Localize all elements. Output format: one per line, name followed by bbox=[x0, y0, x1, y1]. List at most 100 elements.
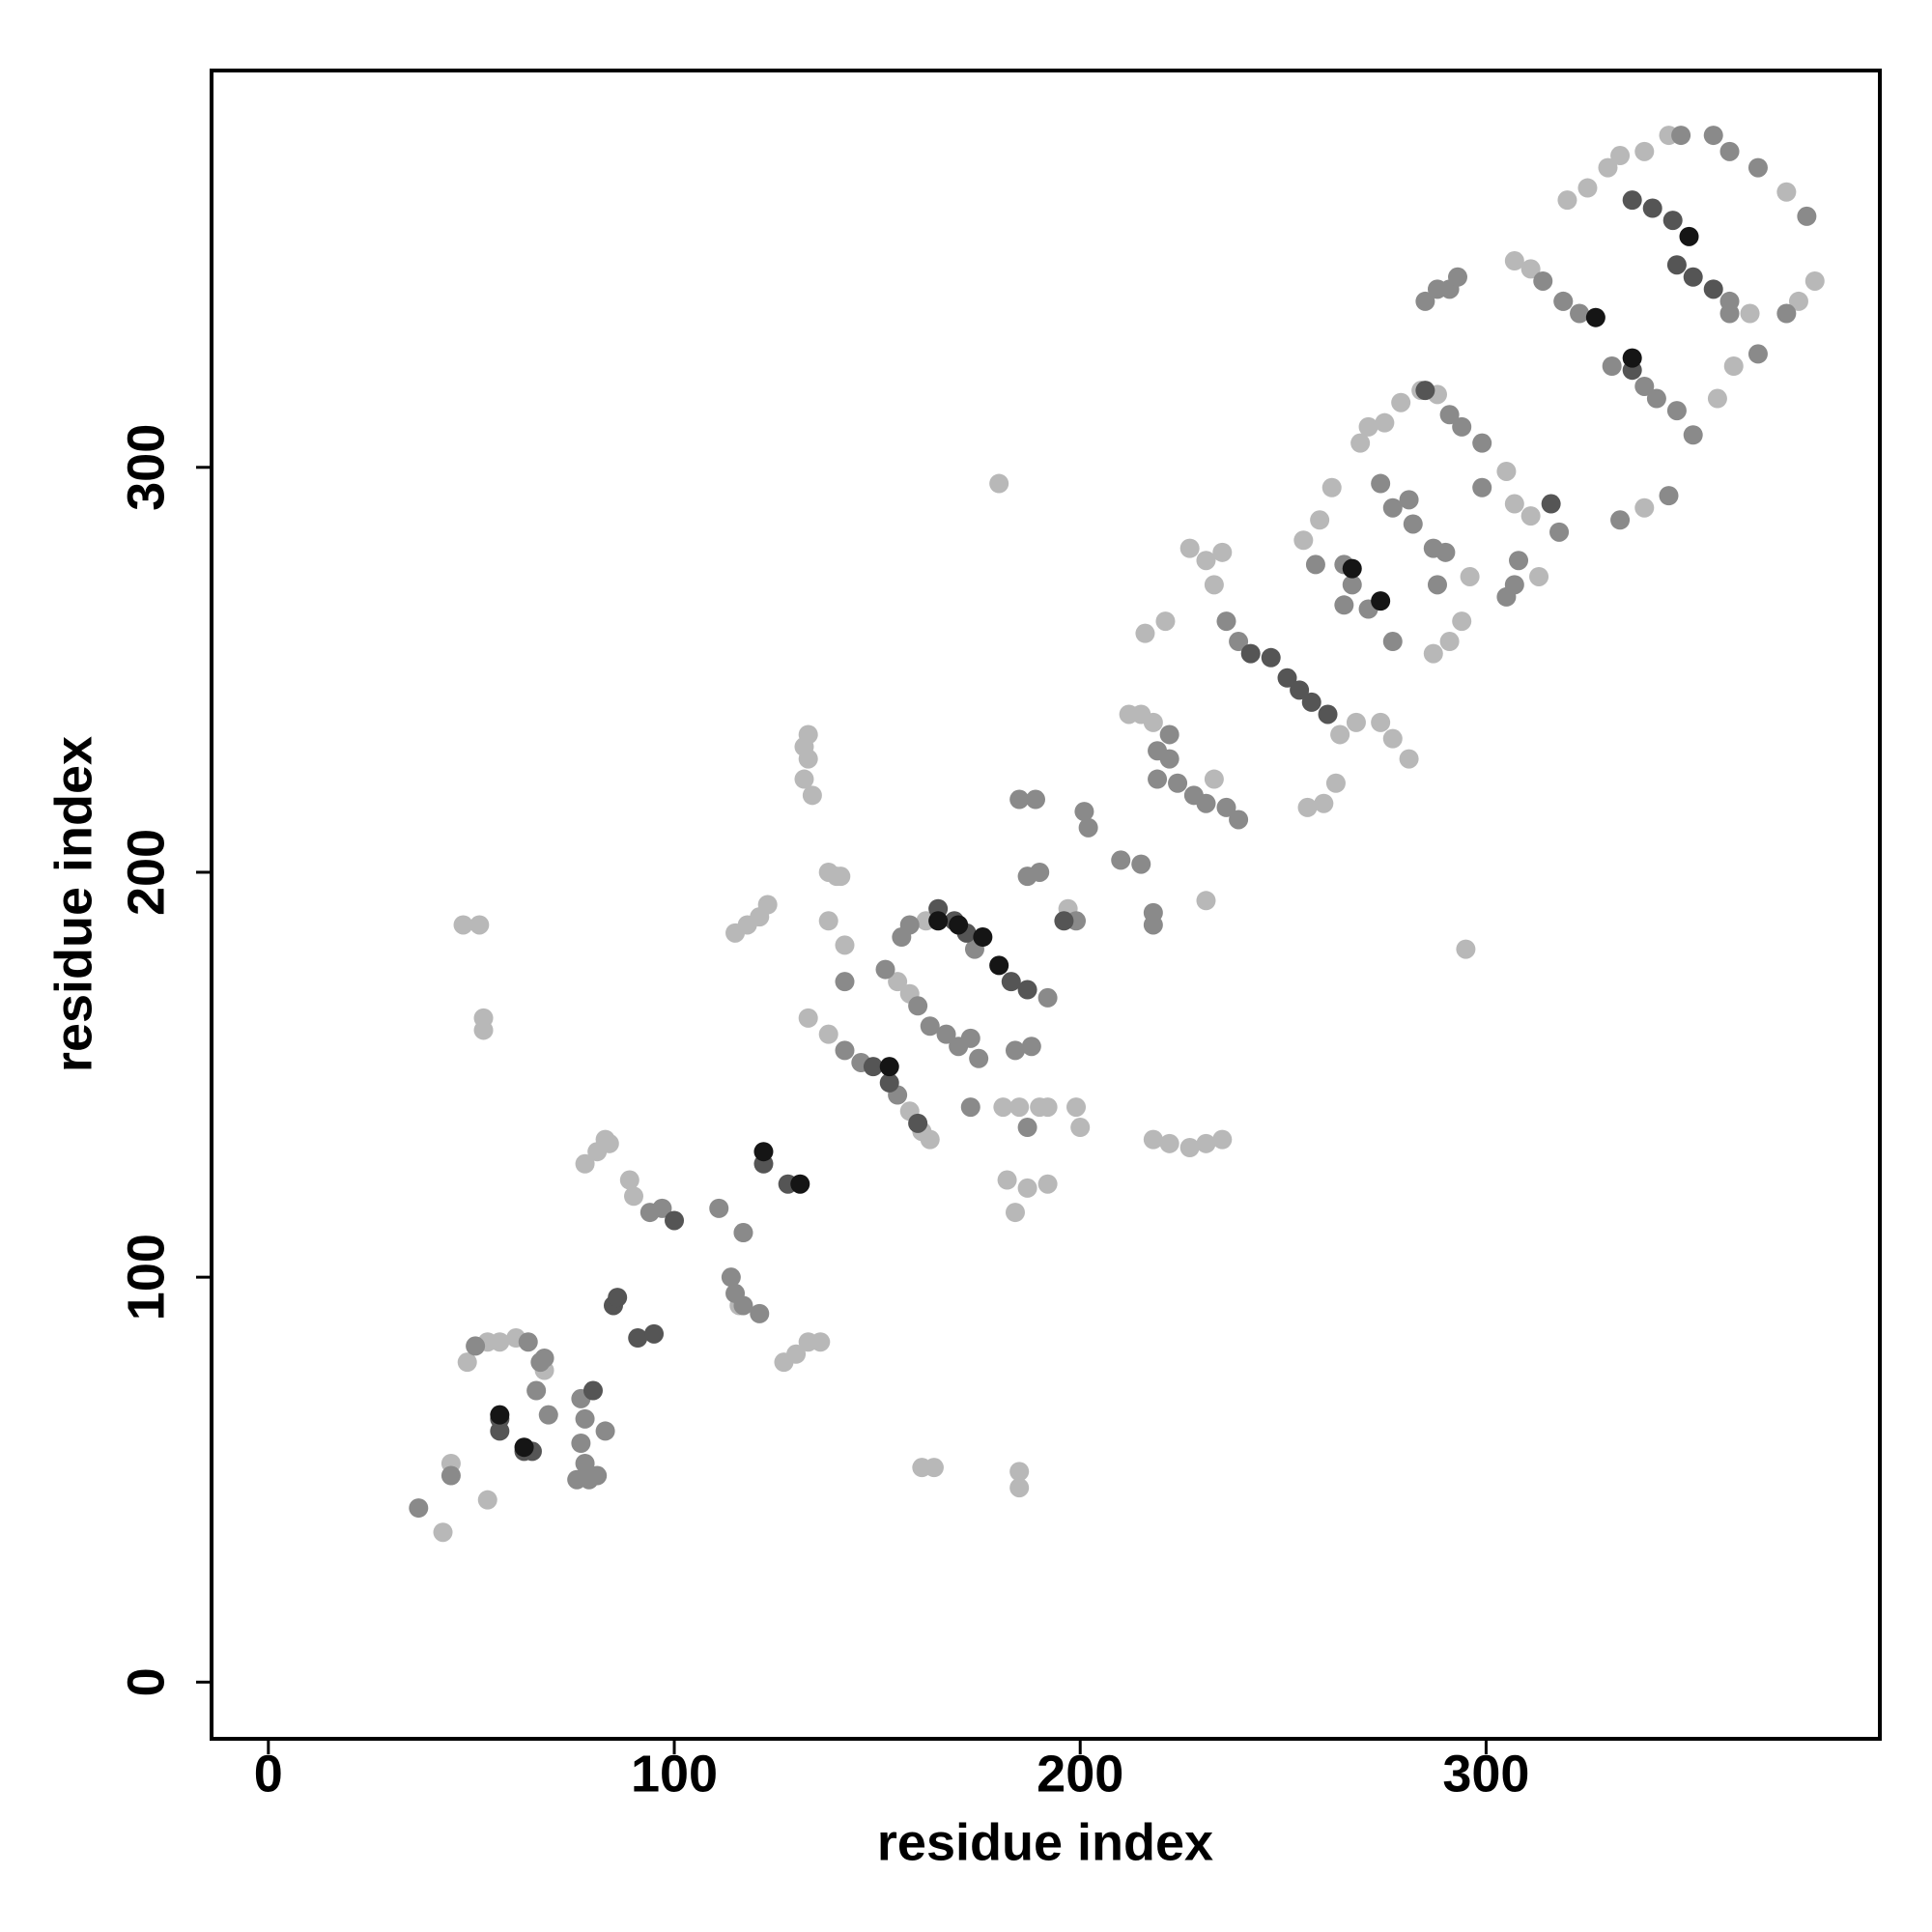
point bbox=[960, 1097, 980, 1118]
point bbox=[1496, 586, 1517, 607]
point bbox=[477, 1490, 497, 1510]
point bbox=[1719, 141, 1740, 161]
point bbox=[1155, 611, 1176, 632]
point bbox=[1216, 611, 1236, 632]
point bbox=[1277, 668, 1297, 688]
point bbox=[608, 1288, 628, 1308]
point bbox=[733, 1295, 753, 1316]
point bbox=[1529, 566, 1549, 586]
point bbox=[949, 915, 969, 935]
point bbox=[1391, 392, 1411, 412]
point bbox=[798, 1008, 818, 1028]
point bbox=[1598, 157, 1618, 178]
point bbox=[1570, 303, 1590, 324]
point bbox=[1009, 1462, 1030, 1482]
point bbox=[879, 1057, 899, 1077]
point bbox=[433, 1522, 453, 1543]
point bbox=[888, 972, 908, 992]
point bbox=[1557, 190, 1577, 211]
point bbox=[1229, 632, 1249, 652]
point bbox=[1037, 1174, 1058, 1194]
point bbox=[1030, 862, 1050, 882]
point bbox=[490, 1332, 510, 1352]
point bbox=[1143, 712, 1163, 732]
point bbox=[810, 1332, 831, 1352]
point bbox=[802, 785, 822, 806]
point bbox=[1290, 680, 1310, 700]
point bbox=[1240, 643, 1261, 664]
point bbox=[1382, 497, 1403, 518]
point bbox=[831, 867, 851, 887]
point bbox=[1671, 126, 1691, 146]
point bbox=[1439, 405, 1460, 425]
point bbox=[1683, 425, 1703, 445]
point bbox=[1017, 1178, 1037, 1198]
point bbox=[1371, 473, 1391, 494]
point bbox=[1703, 126, 1723, 146]
point bbox=[619, 1170, 639, 1190]
point bbox=[1399, 490, 1419, 510]
point bbox=[1541, 494, 1561, 514]
point bbox=[1460, 566, 1480, 586]
point bbox=[1382, 728, 1403, 749]
point bbox=[1602, 355, 1622, 376]
point bbox=[1037, 1097, 1058, 1118]
point bbox=[575, 1153, 595, 1174]
point bbox=[1447, 267, 1467, 287]
point bbox=[794, 769, 814, 789]
x-axis-title: residue index bbox=[877, 1813, 1213, 1871]
point bbox=[923, 1458, 944, 1478]
point bbox=[1212, 542, 1233, 562]
point bbox=[1066, 1097, 1087, 1118]
point bbox=[1196, 891, 1216, 911]
point bbox=[1646, 388, 1666, 409]
point bbox=[1435, 542, 1456, 562]
point bbox=[1350, 433, 1371, 453]
point bbox=[1074, 802, 1094, 822]
point bbox=[1334, 595, 1354, 615]
point bbox=[875, 959, 895, 980]
point bbox=[1229, 810, 1249, 830]
point bbox=[1456, 939, 1476, 959]
x-tick-label: 100 bbox=[631, 1745, 718, 1803]
point bbox=[1159, 1133, 1179, 1153]
point bbox=[1017, 980, 1037, 1000]
point bbox=[908, 996, 928, 1016]
point bbox=[1009, 789, 1030, 810]
point bbox=[863, 1057, 883, 1077]
point bbox=[993, 1097, 1013, 1118]
point bbox=[1159, 724, 1179, 745]
x-tick-label: 0 bbox=[254, 1745, 283, 1803]
point bbox=[1179, 1138, 1200, 1158]
plot-frame bbox=[210, 69, 1882, 1741]
point bbox=[652, 1198, 672, 1218]
point bbox=[721, 1267, 741, 1288]
point bbox=[908, 1113, 928, 1133]
point bbox=[1204, 575, 1224, 595]
point bbox=[1399, 749, 1419, 769]
point bbox=[526, 1380, 547, 1401]
point bbox=[1318, 704, 1338, 724]
point bbox=[1776, 182, 1797, 202]
point bbox=[1577, 178, 1598, 198]
point bbox=[1325, 773, 1346, 793]
point bbox=[709, 1198, 729, 1218]
point bbox=[969, 1048, 989, 1068]
point bbox=[1371, 591, 1391, 611]
point bbox=[595, 1421, 615, 1441]
point bbox=[1533, 270, 1553, 291]
point bbox=[599, 1133, 619, 1153]
point bbox=[1314, 793, 1334, 813]
point bbox=[1703, 279, 1723, 299]
point bbox=[1196, 793, 1216, 813]
point bbox=[1330, 724, 1350, 745]
point bbox=[1111, 850, 1131, 870]
point bbox=[1005, 1203, 1025, 1223]
point bbox=[1168, 773, 1188, 793]
point bbox=[665, 1210, 685, 1231]
y-axis-title: residue index bbox=[44, 736, 102, 1072]
point bbox=[1504, 494, 1524, 514]
point bbox=[1642, 198, 1662, 218]
point bbox=[1666, 401, 1687, 421]
point bbox=[1585, 307, 1605, 327]
